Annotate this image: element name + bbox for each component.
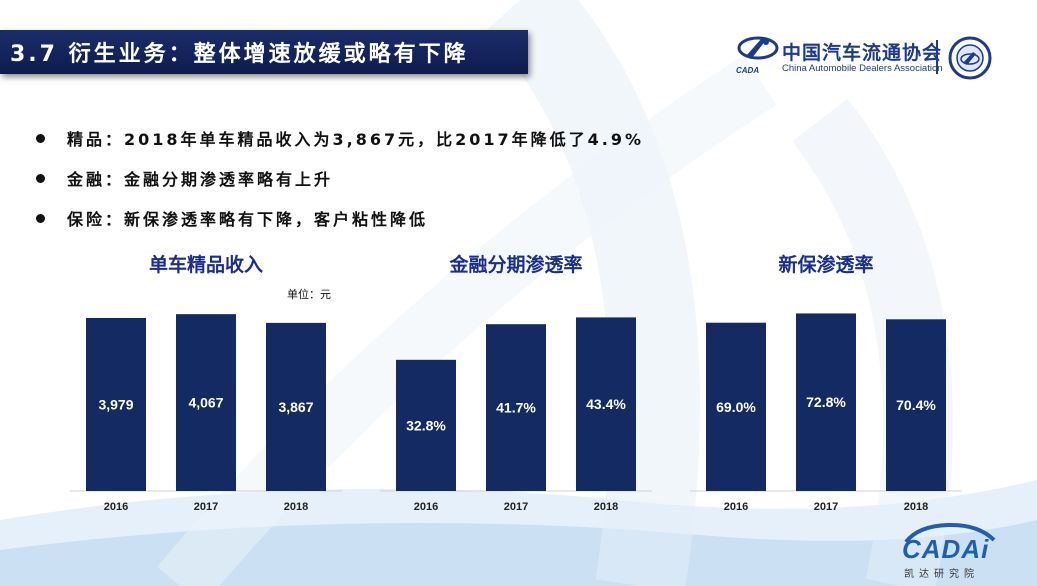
bar-value-label: 69.0% [716, 399, 756, 415]
x-tick-label: 2017 [194, 501, 218, 513]
bullet-list: 精品：2018年单车精品收入为3,867元，比2017年降低了4.9% 金融：金… [36, 118, 644, 238]
bullet-dot-icon [36, 213, 45, 223]
unit-label: 单位：元 [287, 288, 331, 301]
bullet-dot-icon [36, 173, 45, 183]
bar-2018 [576, 317, 636, 491]
bar-value-label: 32.8% [406, 417, 446, 433]
cadai-logo: CADAi 凯达研究院 [898, 522, 1008, 582]
logo-name-en: China Automobile Dealers Association [782, 63, 943, 74]
cada-logo: CADA 中国汽车流通协会 China Automobile Dealers A… [736, 34, 1016, 84]
bar-value-label: 72.8% [806, 394, 846, 410]
bar-2018 [266, 322, 326, 491]
bar-2016 [706, 322, 766, 491]
bar-2017 [486, 324, 546, 491]
chart-plot: 69.0% 2016 72.8% 2017 70.4% 2018 [690, 313, 962, 513]
bullet-text: 金融：金融分期渗透率略有上升 [67, 170, 334, 189]
page-title: 3.7 衍生业务：整体增速放缓或略有下降 [10, 42, 469, 67]
x-tick-label: 2018 [594, 501, 618, 513]
cadai-logo-text: CADAi [902, 534, 990, 564]
cadai-logo-subtitle: 凯达研究院 [904, 569, 979, 580]
title-bar: 3.7 衍生业务：整体增速放缓或略有下降 [0, 30, 528, 74]
x-tick-label: 2016 [104, 501, 128, 513]
chart-title: 金融分期渗透率 [449, 254, 583, 276]
bar-2016 [396, 359, 456, 491]
chart-insurance-penetration: 新保渗透率 69.0% 2016 72.8% 2017 70.4% 2018 [676, 250, 976, 520]
chart-plot: 3,979 2016 4,067 2017 3,867 2018 [70, 314, 342, 513]
bar-2017 [176, 314, 236, 491]
bullet-text: 精品：2018年单车精品收入为3,867元，比2017年降低了4.9% [67, 130, 645, 149]
bullet-item: 精品：2018年单车精品收入为3,867元，比2017年降低了4.9% [36, 118, 644, 158]
bullet-text: 保险：新保渗透率略有下降，客户粘性降低 [67, 210, 429, 229]
x-tick-label: 2016 [724, 501, 748, 513]
chart-finance-penetration: 金融分期渗透率 32.8% 2016 41.7% 2017 43.4% 2018 [366, 250, 666, 520]
chart-accessory-revenue: 单车精品收入 单位：元 3,979 2016 4,067 2017 3,867 2018 [56, 250, 356, 520]
bar-value-label: 3,867 [278, 399, 313, 415]
bar-2017 [796, 313, 856, 491]
chart-plot: 32.8% 2016 41.7% 2017 43.4% 2018 [380, 317, 652, 513]
bar-2016 [86, 318, 146, 491]
cada-emblem-icon [737, 36, 779, 60]
chart-title: 单车精品收入 [148, 254, 263, 276]
bar-2018 [886, 319, 946, 491]
bullet-item: 金融：金融分期渗透率略有上升 [36, 158, 644, 198]
car-outline-icon [904, 522, 996, 544]
bar-value-label: 4,067 [188, 395, 223, 411]
bar-value-label: 43.4% [586, 396, 626, 412]
x-tick-label: 2017 [504, 501, 528, 513]
chart-title: 新保渗透率 [778, 254, 874, 276]
logo-abbr: CADA [736, 66, 760, 75]
bullet-dot-icon [36, 133, 45, 143]
bar-value-label: 70.4% [896, 397, 936, 413]
x-tick-label: 2018 [284, 501, 308, 513]
x-tick-label: 2018 [904, 501, 928, 513]
bullet-item: 保险：新保渗透率略有下降，客户粘性降低 [36, 198, 644, 238]
logo-name-cn: 中国汽车流通协会 [782, 42, 943, 64]
x-tick-label: 2016 [414, 501, 438, 513]
bar-value-label: 41.7% [496, 400, 536, 416]
association-seal-icon [948, 36, 992, 80]
x-tick-label: 2017 [814, 501, 838, 513]
bar-value-label: 3,979 [98, 397, 133, 413]
logo-divider [936, 40, 938, 74]
